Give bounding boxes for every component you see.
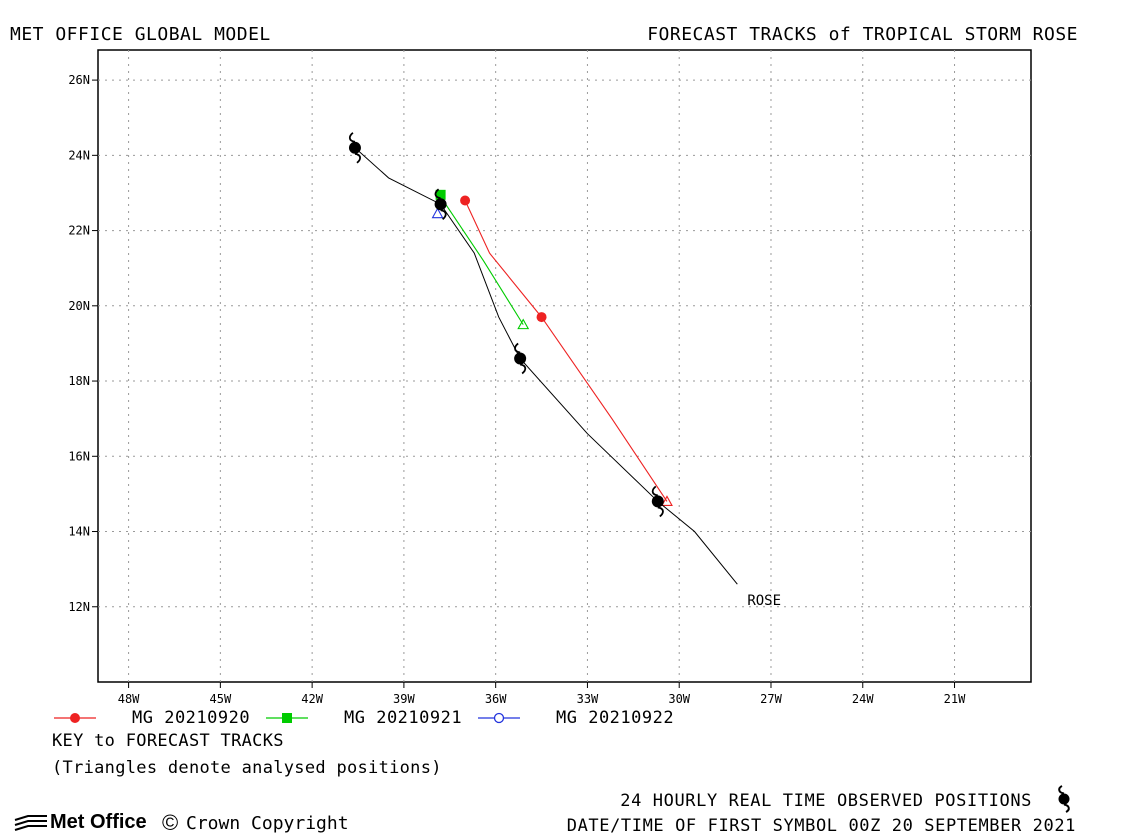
lat-tick-label: 22N xyxy=(68,224,90,238)
lat-tick-label: 14N xyxy=(68,525,90,539)
lon-tick-label: 42W xyxy=(301,692,323,706)
observed-track-line xyxy=(354,147,738,585)
green-square-icon xyxy=(282,713,292,723)
analysed-position-triangle xyxy=(661,495,673,506)
met-office-logo-icon xyxy=(14,815,47,831)
header-right-title: FORECAST TRACKS of TROPICAL STORM ROSE xyxy=(647,24,1078,45)
lon-tick-label: 39W xyxy=(393,692,415,706)
storm-name-label: ROSE xyxy=(747,593,781,609)
crown-copyright-text: Crown Copyright xyxy=(186,813,349,834)
analysed-position-triangle xyxy=(517,318,530,330)
legend: MG 20210920 MG 20210921 MG 20210922 xyxy=(52,707,692,729)
blue-open-circle-icon xyxy=(493,712,505,724)
copyright-icon: © xyxy=(162,810,179,835)
first-symbol-datetime: DATE/TIME OF FIRST SYMBOL 00Z 20 SEPTEMB… xyxy=(566,816,1076,836)
analysed-position-triangle xyxy=(431,207,444,219)
lat-tick-label: 20N xyxy=(68,299,90,313)
observed-position-hurricane-symbol xyxy=(348,132,361,164)
lat-tick-label: 24N xyxy=(68,148,90,162)
observed-position-hurricane-symbol xyxy=(651,485,664,518)
lat-tick-label: 16N xyxy=(68,449,90,463)
lat-tick-label: 12N xyxy=(68,600,90,614)
header-left-title: MET OFFICE GLOBAL MODEL xyxy=(10,24,271,45)
lat-tick-label: 18N xyxy=(68,374,90,388)
met-office-brand-text: Met Office xyxy=(50,811,147,833)
hurricane-symbol-icon xyxy=(1058,785,1070,813)
forecast-track-line xyxy=(440,196,524,325)
lon-tick-label: 33W xyxy=(577,692,599,706)
forecast-position-marker xyxy=(435,189,446,200)
map-frame xyxy=(97,49,1032,683)
lon-tick-label: 27W xyxy=(760,692,782,706)
lon-tick-label: 21W xyxy=(944,692,966,706)
observed-position-hurricane-symbol xyxy=(434,188,447,220)
key-title: KEY to FORECAST TRACKS xyxy=(52,731,284,751)
lon-tick-label: 36W xyxy=(485,692,507,706)
red-circle-icon xyxy=(70,713,80,723)
lat-tick-label: 26N xyxy=(68,73,90,87)
observed-position-hurricane-symbol xyxy=(514,342,527,375)
key-note: (Triangles denote analysed positions) xyxy=(52,758,442,778)
lon-tick-label: 45W xyxy=(210,692,232,706)
lon-tick-label: 24W xyxy=(852,692,874,706)
forecast-position-marker xyxy=(536,312,547,323)
observed-positions-label: 24 HOURLY REAL TIME OBSERVED POSITIONS xyxy=(620,791,1032,811)
forecast-position-marker xyxy=(460,195,471,206)
lon-tick-label: 48W xyxy=(118,692,140,706)
lon-tick-label: 30W xyxy=(668,692,690,706)
